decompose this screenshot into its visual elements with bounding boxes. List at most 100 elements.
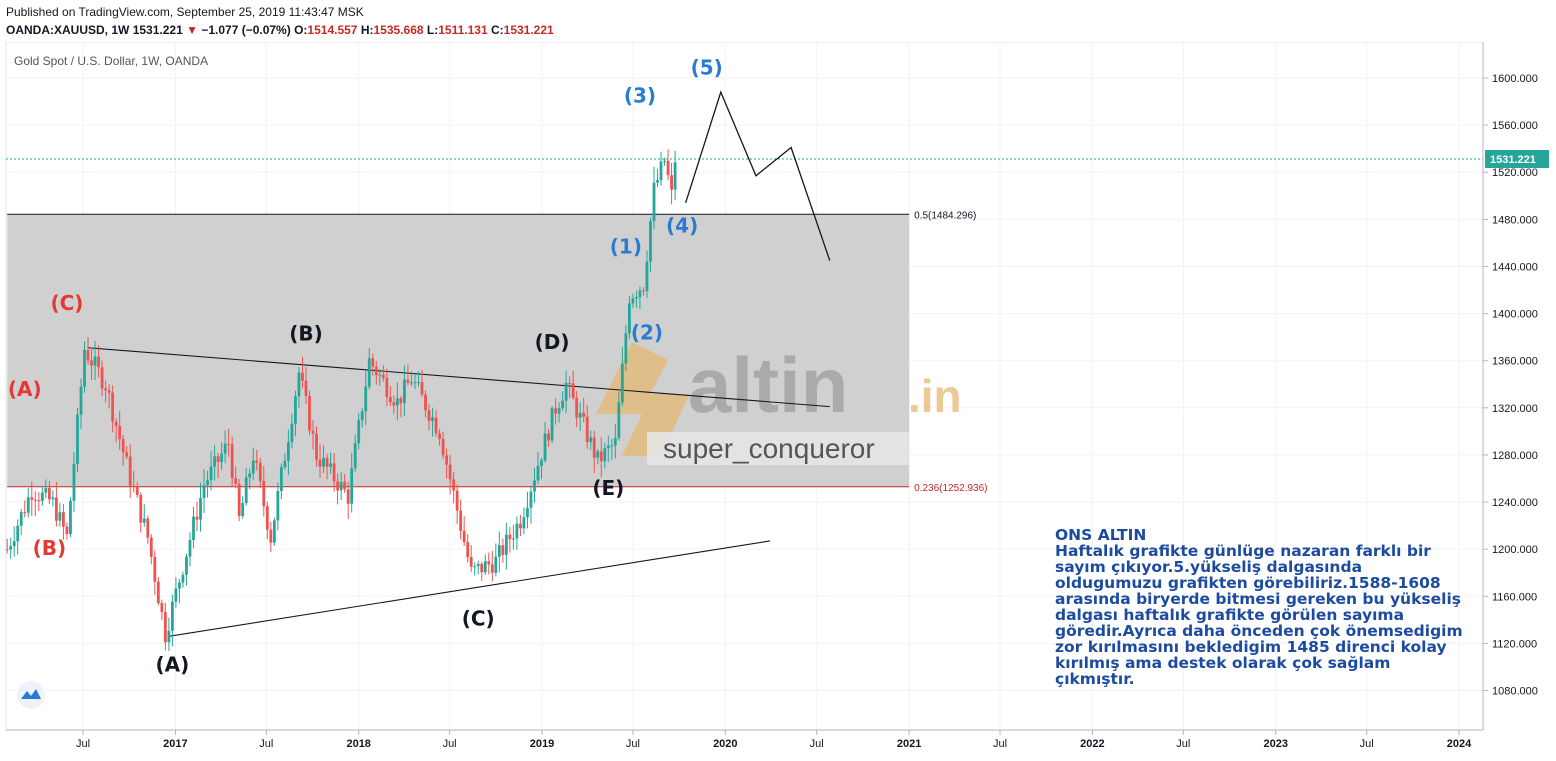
- candle-body: [146, 518, 150, 538]
- candle-body: [311, 430, 315, 434]
- candle-body: [550, 408, 554, 441]
- symbol: OANDA:XAUUSD, 1W: [6, 23, 130, 37]
- candle-body: [452, 479, 456, 491]
- candle-body: [424, 394, 427, 411]
- candle-body: [269, 529, 273, 543]
- y-tick-label: 1440.000: [1492, 261, 1538, 273]
- candle-body: [202, 485, 206, 498]
- y-tick-label: 1200.000: [1492, 544, 1538, 556]
- wave-label: (2): [631, 320, 663, 344]
- candle-body: [100, 367, 104, 389]
- candle-body: [367, 358, 371, 387]
- y-tick-label: 1480.000: [1492, 214, 1538, 226]
- candle-body: [213, 456, 216, 467]
- candle-body: [114, 421, 118, 426]
- candle-body: [209, 466, 213, 481]
- candle-body: [286, 442, 290, 461]
- candle-body: [160, 603, 164, 613]
- candle-body: [599, 451, 603, 462]
- candle-body: [244, 477, 248, 503]
- candle-body: [16, 525, 20, 542]
- x-tick-label: 2017: [163, 738, 187, 750]
- candle-body: [529, 491, 533, 508]
- y-tick-label: 1560.000: [1492, 120, 1538, 132]
- candle-body: [111, 392, 115, 422]
- x-tick-label: Jul: [810, 738, 824, 750]
- candle-body: [410, 382, 413, 384]
- candle-body: [494, 556, 498, 573]
- y-tick-label: 1120.000: [1492, 638, 1537, 650]
- candle-body: [44, 488, 48, 493]
- candle-body: [149, 537, 153, 557]
- note-body: Haftalık grafikte günlüge nazaran farklı…: [1055, 542, 1463, 688]
- candle-body: [455, 490, 459, 511]
- candle-body: [543, 433, 547, 461]
- candle-body: [480, 563, 484, 573]
- candle-body: [504, 534, 508, 555]
- wave-projection-line: [685, 90, 831, 261]
- candle-body: [490, 564, 494, 573]
- candle-body: [631, 298, 635, 304]
- chart-header: Published on TradingView.com, September …: [0, 0, 1556, 42]
- wave-label: (A): [8, 377, 42, 401]
- candle-body: [90, 360, 93, 366]
- candle-body: [142, 518, 146, 523]
- fib-level-label: 0.5(1484.296): [914, 210, 976, 221]
- last-price: 1531.221: [132, 23, 183, 37]
- candle-body: [272, 520, 276, 543]
- candle-body: [617, 402, 621, 438]
- wave-label: (A): [156, 653, 190, 677]
- candle-body: [403, 379, 406, 404]
- x-tick-label: 2023: [1263, 738, 1287, 750]
- candle-body: [663, 160, 666, 162]
- candle-body: [606, 445, 610, 449]
- candle-body: [438, 433, 441, 439]
- candle-body: [308, 396, 311, 431]
- candle-body: [163, 612, 167, 643]
- y-tick-label: 1280.000: [1492, 450, 1538, 462]
- price-axis[interactable]: 1080.000 1120.000 1160.000 1200.000 1240.000…: [1482, 42, 1538, 730]
- analysis-note: ONS ALTIN Haftalık grafikte günlüge naza…: [1055, 527, 1465, 687]
- candle-body: [645, 261, 649, 291]
- candle-body: [206, 480, 209, 486]
- candle-body: [5, 549, 9, 551]
- wave-label: (C): [50, 291, 83, 315]
- candle-body: [568, 382, 572, 384]
- candle-body: [399, 398, 403, 404]
- candle-body: [459, 510, 463, 531]
- candle-body: [30, 497, 34, 500]
- candle-body: [536, 465, 540, 481]
- candle-body: [533, 480, 536, 492]
- candle-body: [417, 382, 420, 384]
- candle-body: [540, 460, 543, 466]
- tradingview-logo-icon[interactable]: [17, 681, 45, 709]
- candle-body: [276, 491, 280, 521]
- time-axis[interactable]: Jul 2017 Jul 2018 Jul 2019 Jul 2020 Jul 2021 Jul 20…: [6, 729, 1483, 750]
- candle-body: [511, 538, 515, 540]
- candle-body: [346, 489, 350, 504]
- candle-body: [58, 512, 62, 521]
- candle-body: [170, 601, 174, 631]
- candle-body: [251, 460, 255, 474]
- candle-body: [195, 516, 199, 520]
- symbol-ohlc-line: OANDA:XAUUSD, 1W 1531.221 ▼ −1.077 (−0.0…: [6, 23, 554, 37]
- candle-body: [589, 437, 593, 443]
- candle-body: [385, 377, 389, 398]
- candle-body: [624, 333, 628, 364]
- y-tick-label: 1240.000: [1492, 497, 1538, 509]
- candle-body: [262, 480, 266, 507]
- trendline: [168, 540, 771, 637]
- last-price-tag: 1531.221: [1485, 150, 1549, 169]
- price-chart[interactable]: 0.5(1484.296) 0.236(1252.936) altin .in s…: [0, 42, 1556, 761]
- wave-label: (B): [289, 322, 323, 346]
- published-info: Published on TradingView.com, September …: [6, 5, 364, 19]
- candle-body: [613, 437, 617, 446]
- candle-body: [388, 397, 392, 403]
- candle-body: [508, 534, 512, 540]
- open-label: O:: [294, 23, 308, 37]
- candle-body: [413, 382, 417, 384]
- wave-label: (4): [666, 213, 698, 237]
- candle-body: [255, 460, 259, 463]
- candle-body: [227, 443, 231, 445]
- x-tick-label: Jul: [76, 738, 90, 750]
